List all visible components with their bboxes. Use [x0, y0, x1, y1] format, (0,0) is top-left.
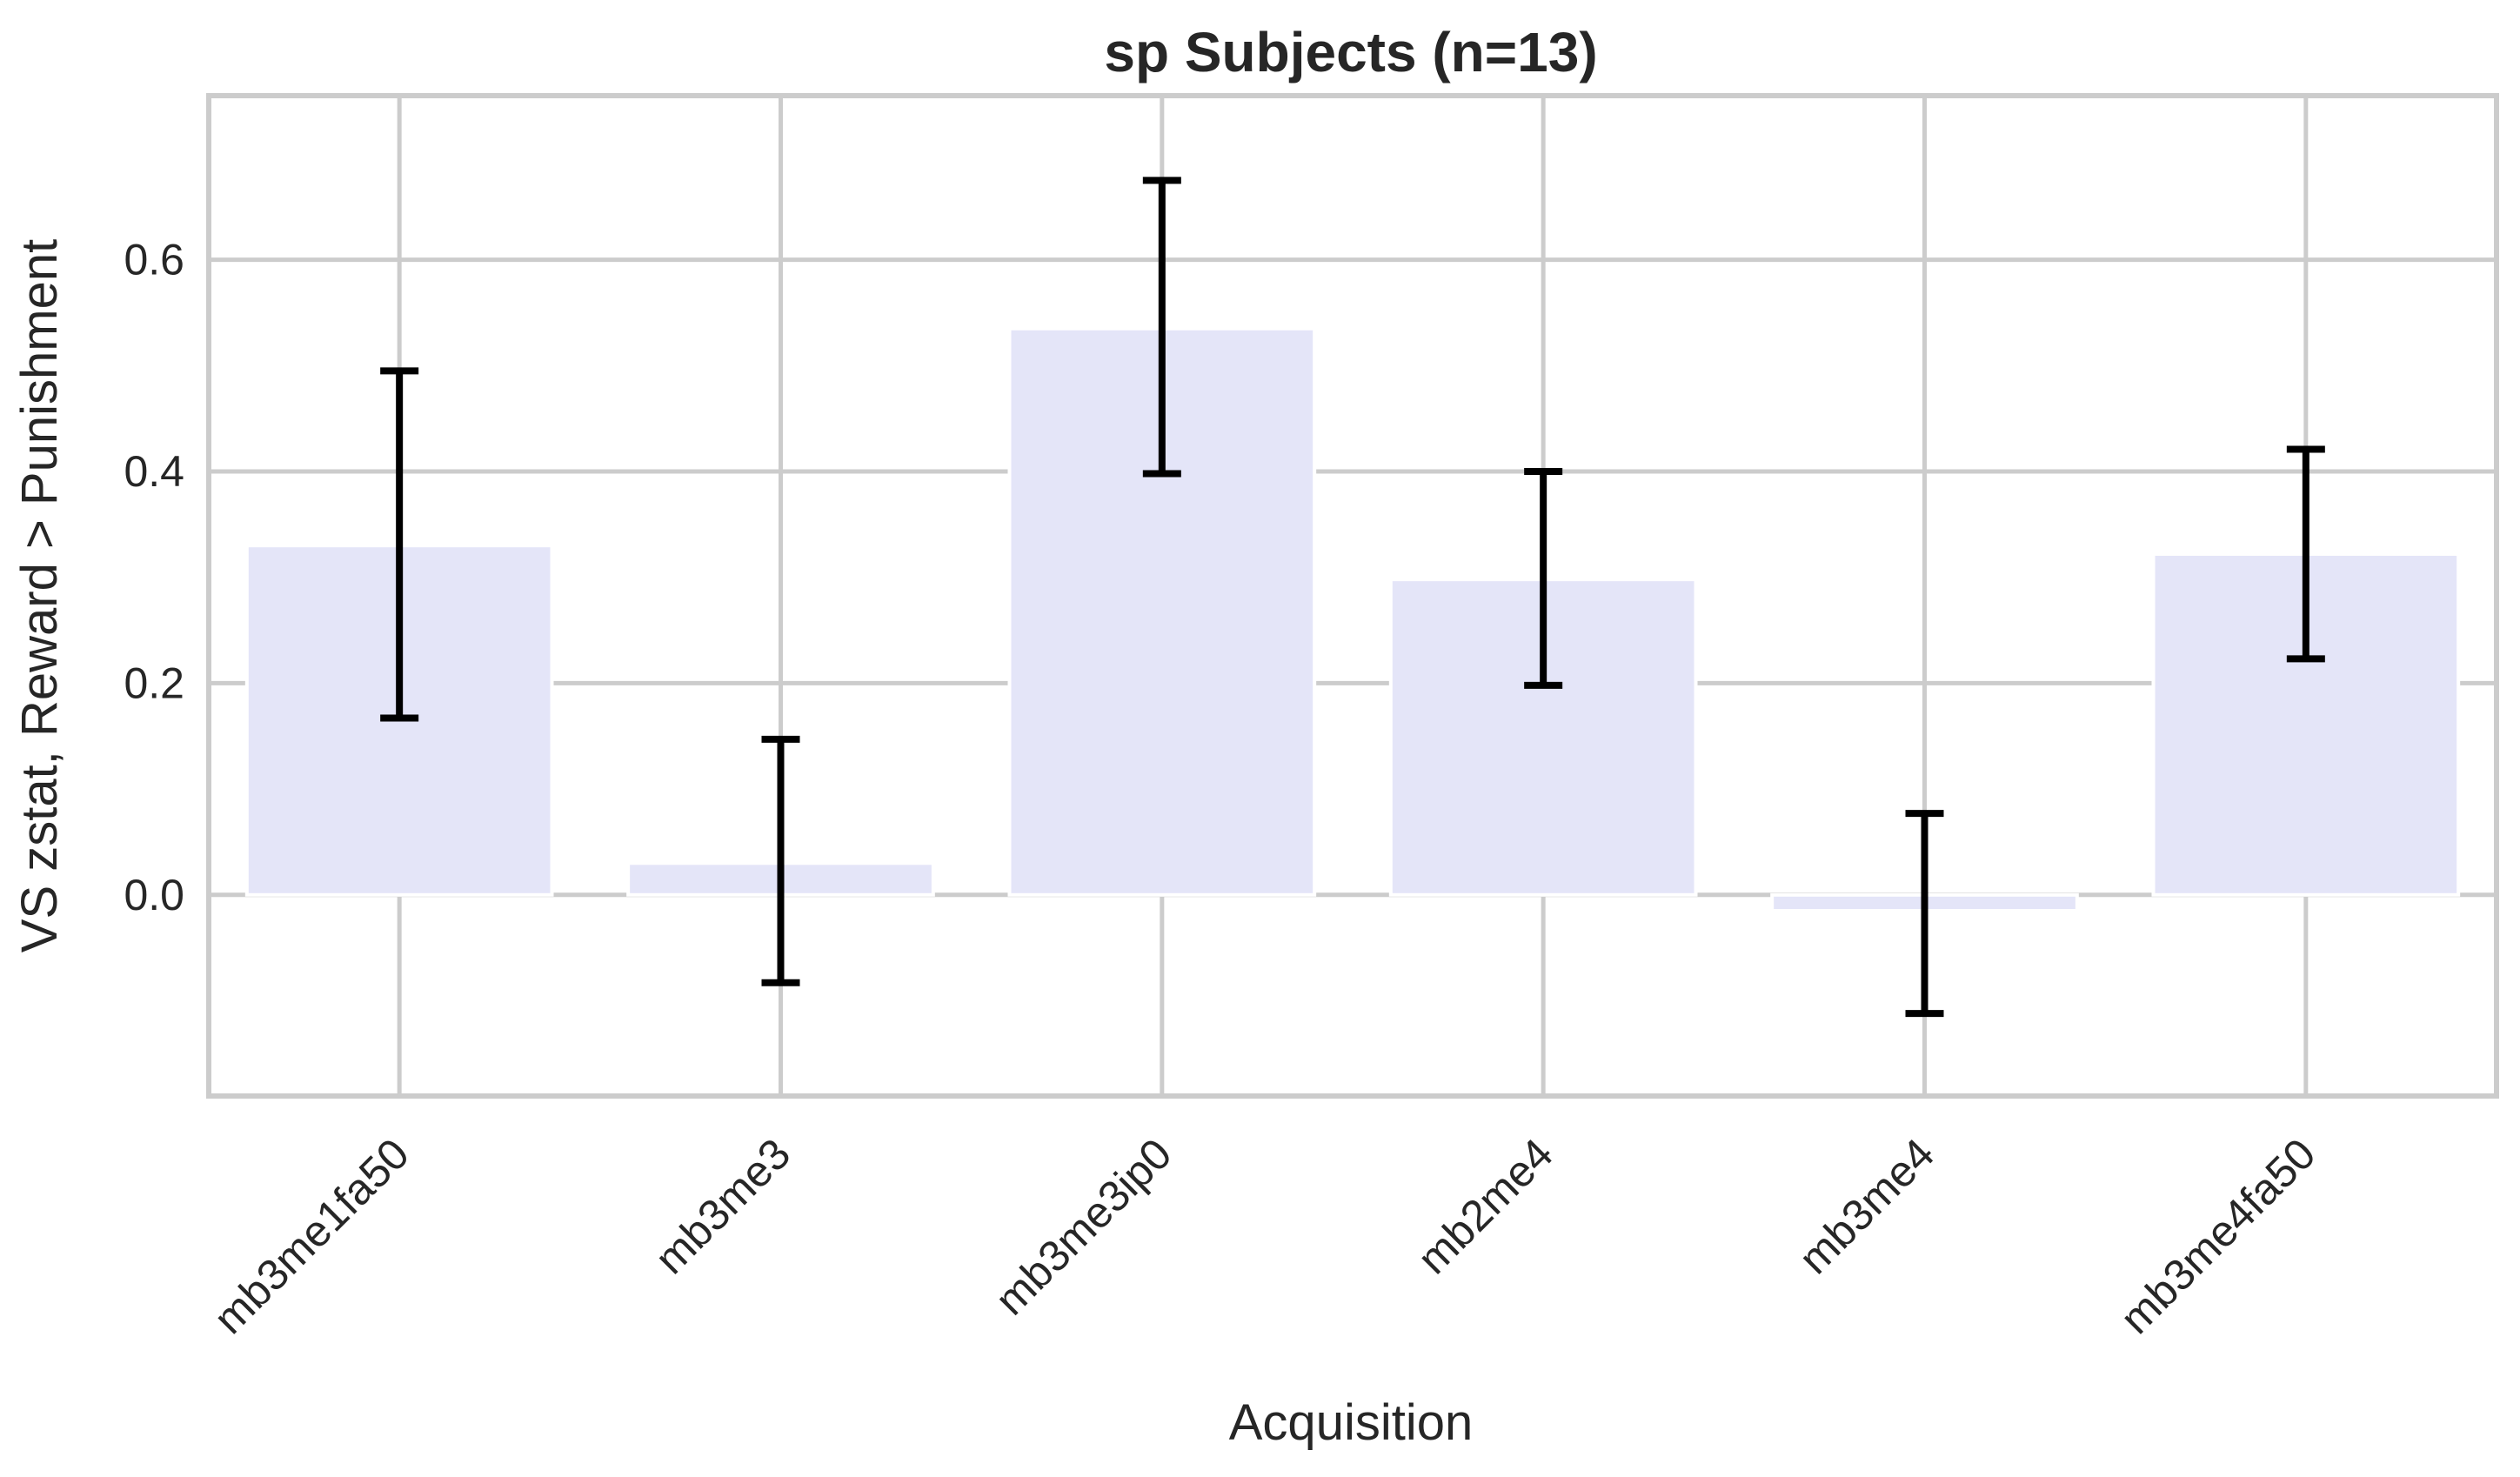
error-bar-mb3me3	[761, 735, 800, 986]
chart-title: sp Subjects (n=13)	[1104, 21, 1597, 84]
y-tick-label: 0.0	[124, 871, 184, 919]
bar-mb3me3ip0	[1007, 326, 1317, 897]
error-bar-mb3me1fa50	[380, 367, 419, 722]
y-tick-labels: 0.0 0.2 0.4 0.6	[124, 236, 184, 919]
y-axis-label: VS zstat, Reward > Punishment	[11, 239, 68, 952]
y-tick-label: 0.4	[124, 447, 184, 496]
x-tick-label: mb3me1fa50	[204, 1129, 418, 1343]
error-bars	[380, 177, 2325, 1018]
x-tick-label: mb3me3ip0	[986, 1129, 1180, 1324]
x-tick-label: mb3me4fa50	[2111, 1129, 2325, 1343]
error-bar-mb2me4	[1524, 468, 1563, 689]
y-tick-label: 0.2	[124, 658, 184, 707]
x-tick-label: mb2me4	[1408, 1129, 1562, 1283]
error-bar-mb3me3ip0	[1142, 177, 1181, 478]
y-tick-label: 0.6	[124, 236, 184, 284]
plot-frame	[206, 93, 2499, 1099]
error-bar-mb3me4fa50	[2286, 445, 2325, 663]
x-tick-label: mb3me3	[645, 1129, 799, 1283]
bars	[244, 326, 2461, 913]
error-bar-mb3me4	[1905, 810, 1944, 1018]
x-axis-label: Acquisition	[1229, 1394, 1473, 1451]
x-tick-label: mb3me4	[1789, 1129, 1943, 1283]
x-tick-labels: mb3me1fa50 mb3me3 mb3me3ip0 mb2me4 mb3me4 mb3…	[204, 1129, 2325, 1343]
